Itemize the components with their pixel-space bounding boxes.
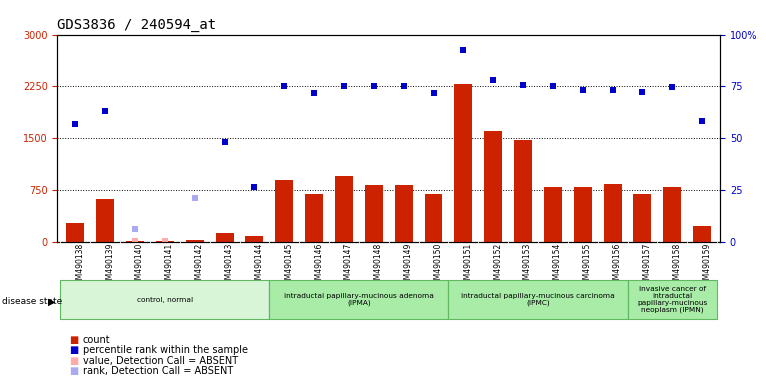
Bar — [365, 185, 383, 242]
Point — [457, 47, 470, 53]
Bar — [186, 240, 204, 242]
Point — [696, 118, 709, 124]
Text: GSM490145: GSM490145 — [284, 243, 293, 290]
Bar — [305, 194, 323, 242]
Point — [338, 83, 350, 89]
Point — [188, 195, 201, 202]
Text: ▶: ▶ — [48, 296, 56, 306]
Text: GSM490139: GSM490139 — [105, 243, 114, 290]
Point — [218, 139, 231, 145]
Bar — [448, 280, 627, 319]
Point — [159, 237, 171, 243]
Text: percentile rank within the sample: percentile rank within the sample — [83, 345, 247, 355]
Text: GSM490153: GSM490153 — [523, 243, 532, 290]
Bar — [245, 237, 264, 242]
Point — [129, 237, 141, 243]
Point — [69, 121, 81, 127]
Point — [487, 77, 499, 83]
Bar — [484, 131, 502, 242]
Text: GSM490152: GSM490152 — [493, 243, 502, 289]
Bar — [693, 226, 711, 242]
Bar — [126, 240, 144, 242]
Text: GSM490141: GSM490141 — [165, 243, 174, 289]
Point — [368, 83, 380, 89]
Bar — [663, 187, 681, 242]
Bar — [544, 187, 561, 242]
Bar — [627, 280, 717, 319]
Text: ■: ■ — [69, 345, 78, 355]
Text: GSM490144: GSM490144 — [254, 243, 264, 290]
Point — [577, 87, 589, 93]
Bar — [633, 194, 651, 242]
Bar — [216, 233, 234, 242]
Text: GSM490159: GSM490159 — [702, 243, 711, 290]
Bar — [156, 240, 174, 242]
Text: GSM490140: GSM490140 — [135, 243, 144, 290]
Point — [398, 83, 410, 89]
Text: GSM490147: GSM490147 — [344, 243, 353, 290]
Text: GSM490148: GSM490148 — [374, 243, 383, 289]
Text: GSM490143: GSM490143 — [224, 243, 234, 290]
Point — [427, 90, 440, 96]
Text: GSM490142: GSM490142 — [195, 243, 204, 289]
Text: intraductal papillary-mucinous adenoma
(IPMA): intraductal papillary-mucinous adenoma (… — [284, 293, 434, 306]
Bar — [574, 187, 591, 242]
Point — [517, 82, 529, 88]
Text: value, Detection Call = ABSENT: value, Detection Call = ABSENT — [83, 356, 238, 366]
Bar — [604, 184, 621, 242]
Point — [547, 83, 559, 89]
Text: intraductal papillary-mucinous carcinoma
(IPMC): intraductal papillary-mucinous carcinoma… — [461, 293, 615, 306]
Text: ■: ■ — [69, 356, 78, 366]
Bar — [454, 84, 473, 242]
Text: rank, Detection Call = ABSENT: rank, Detection Call = ABSENT — [83, 366, 233, 376]
Text: ■: ■ — [69, 335, 78, 345]
Bar — [275, 180, 293, 242]
Point — [99, 108, 111, 114]
Text: GSM490138: GSM490138 — [75, 243, 84, 289]
Bar — [424, 194, 443, 242]
Point — [129, 227, 141, 233]
Bar — [514, 140, 532, 242]
Text: GSM490158: GSM490158 — [673, 243, 681, 289]
Text: GSM490146: GSM490146 — [314, 243, 323, 290]
Text: GSM490155: GSM490155 — [583, 243, 592, 290]
Text: control, normal: control, normal — [137, 296, 193, 303]
Text: GSM490157: GSM490157 — [643, 243, 651, 290]
Text: count: count — [83, 335, 110, 345]
Bar — [61, 280, 270, 319]
Bar — [67, 223, 84, 242]
Bar — [270, 280, 448, 319]
Text: disease state: disease state — [2, 297, 62, 306]
Text: ■: ■ — [69, 366, 78, 376]
Point — [308, 90, 320, 96]
Text: GSM490156: GSM490156 — [613, 243, 621, 290]
Bar — [394, 185, 413, 242]
Point — [666, 84, 679, 90]
Bar — [97, 199, 114, 242]
Point — [248, 184, 260, 190]
Text: GDS3836 / 240594_at: GDS3836 / 240594_at — [57, 18, 217, 32]
Text: GSM490154: GSM490154 — [553, 243, 562, 290]
Point — [607, 87, 619, 93]
Text: GSM490151: GSM490151 — [463, 243, 473, 289]
Text: invasive cancer of
intraductal
papillary-mucinous
neoplasm (IPMN): invasive cancer of intraductal papillary… — [637, 286, 708, 313]
Bar — [335, 176, 353, 242]
Point — [637, 89, 649, 95]
Point — [278, 83, 290, 89]
Text: GSM490150: GSM490150 — [434, 243, 443, 290]
Text: GSM490149: GSM490149 — [404, 243, 413, 290]
